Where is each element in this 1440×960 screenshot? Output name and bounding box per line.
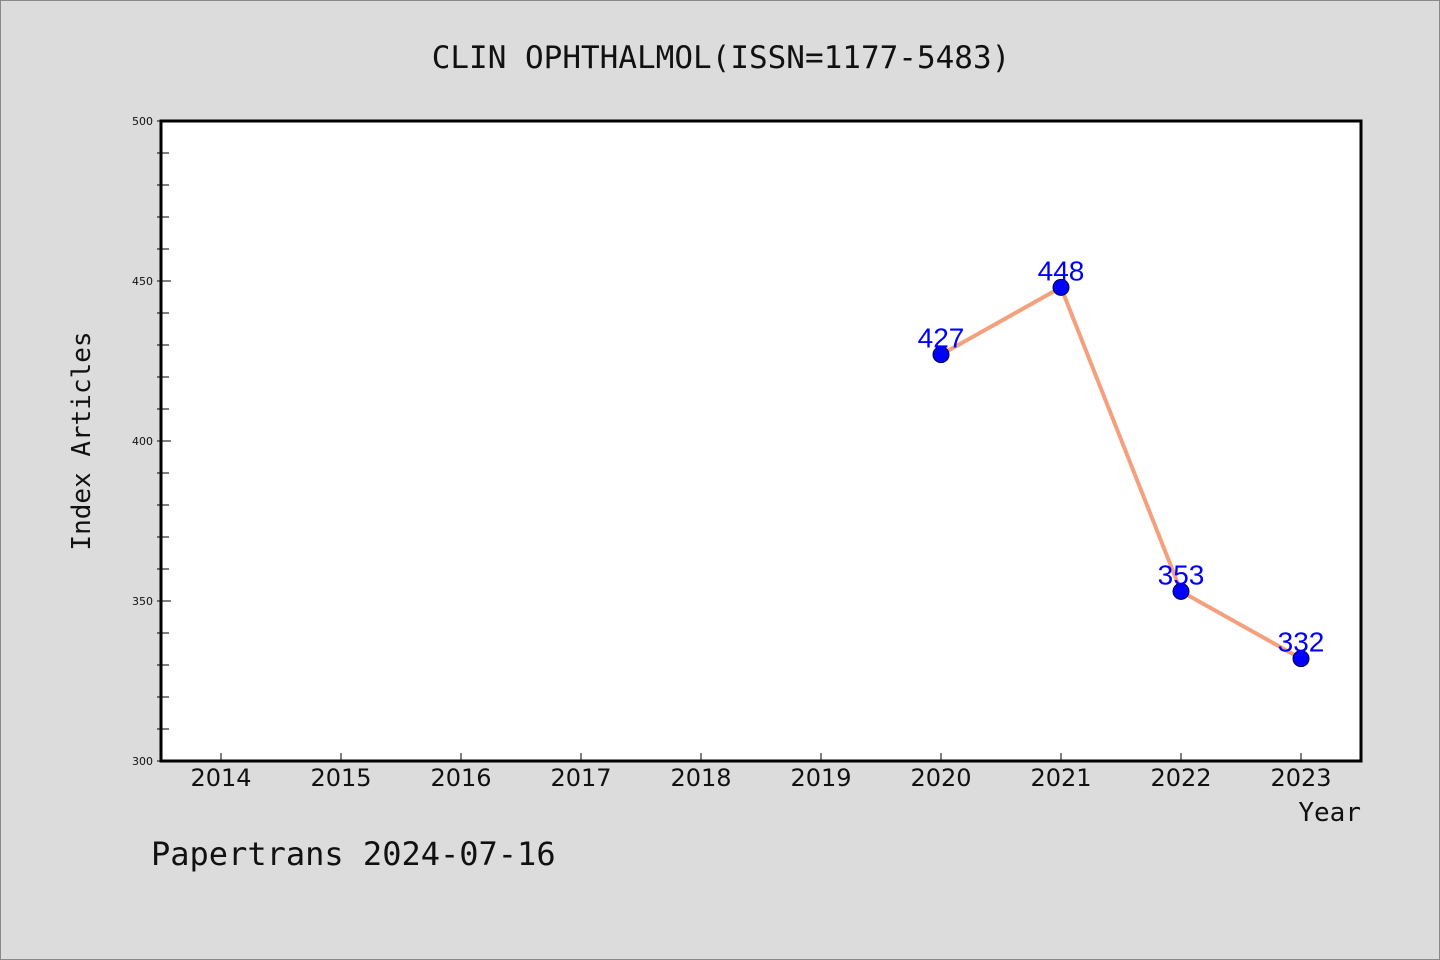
y-axis: 300 350 400 450 500 — [132, 115, 171, 768]
plot-frame — [159, 119, 1363, 763]
data-label: 427 — [918, 323, 965, 354]
y-tick-label: 450 — [132, 275, 153, 288]
y-axis-label: Index Articles — [67, 331, 97, 550]
chart-title: CLIN OPHTHALMOL(ISSN=1177-5483) — [432, 40, 1011, 76]
data-point — [932, 346, 950, 364]
series-line — [940, 285, 1302, 661]
y-tick-label: 350 — [132, 595, 153, 608]
data-point — [1172, 582, 1190, 600]
x-tick-label: 2022 — [1150, 764, 1211, 792]
data-label: 353 — [1158, 559, 1205, 590]
data-label: 332 — [1278, 627, 1325, 658]
x-axis-label: Year — [1298, 798, 1361, 828]
data-label: 448 — [1038, 255, 1085, 286]
y-tick-label: 400 — [132, 435, 153, 448]
data-point — [1292, 650, 1310, 668]
x-tick-label: 2019 — [790, 764, 851, 792]
y-tick-label: 500 — [132, 115, 153, 128]
y-tick-label: 300 — [132, 755, 153, 768]
x-axis: 2014 2015 2016 2017 2018 2019 2020 2021 2022 2023 — [190, 753, 1332, 792]
x-tick-label: 2016 — [430, 764, 491, 792]
x-tick-label: 2023 — [1270, 764, 1331, 792]
x-tick-label: 2018 — [670, 764, 731, 792]
x-tick-label: 2020 — [910, 764, 971, 792]
x-tick-label: 2014 — [190, 764, 251, 792]
x-tick-label: 2015 — [310, 764, 371, 792]
x-tick-label: 2017 — [550, 764, 611, 792]
data-point — [1052, 278, 1070, 296]
series-group: 427 448 353 332 — [918, 255, 1325, 668]
plot-area — [161, 121, 1361, 761]
x-tick-label: 2021 — [1030, 764, 1091, 792]
footer-date: Papertrans 2024-07-16 — [151, 835, 556, 873]
